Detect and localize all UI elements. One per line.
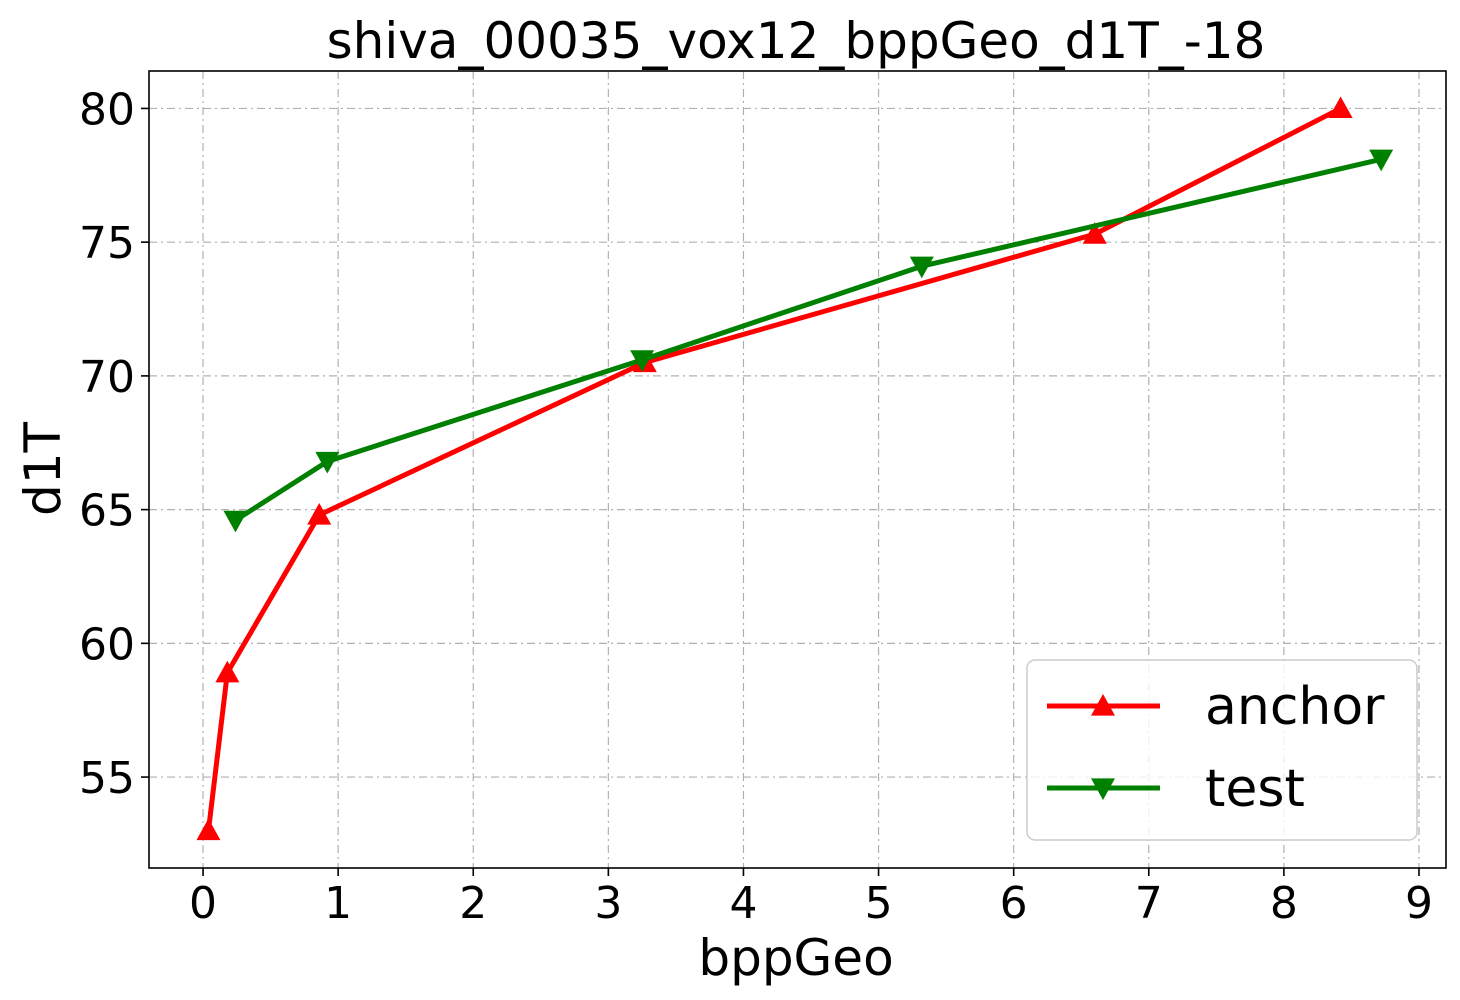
x-tick-label: 2 [459,878,487,929]
x-tick-label: 7 [1135,878,1163,929]
x-axis-label: bppGeo [698,929,893,987]
y-axis-label: d1T [14,421,72,516]
x-tick-label: 8 [1270,878,1298,929]
legend-swatch-marker [1091,778,1115,800]
x-tick-label: 9 [1405,878,1433,929]
anchor-point [215,660,240,683]
test-point [909,256,934,279]
plot-frame [148,70,1447,869]
x-tick-label: 3 [594,878,622,929]
legend-label: test [1205,759,1305,819]
anchor-point [1328,96,1353,119]
x-tick-label: 5 [865,878,893,929]
test-point [223,510,248,533]
y-tick-label: 65 [79,486,135,537]
x-tick-label: 1 [324,878,352,929]
series-test [223,149,1394,533]
anchor-point [196,818,221,841]
x-tick-label: 6 [1000,878,1028,929]
test-point [1369,149,1394,172]
y-tick-label: 60 [79,619,135,670]
legend-swatch-marker [1091,694,1115,716]
test-point [630,350,655,372]
series-anchor [196,96,1353,841]
test-line [234,156,1382,523]
anchor-point [1082,222,1107,244]
legend-label: anchor [1205,677,1385,737]
x-tick-label: 0 [189,878,217,929]
x-tick-label: 4 [729,878,757,929]
legend-entry-anchor: anchor [1047,677,1385,737]
chart-title: shiva_00035_vox12_bppGeo_d1T_-18 [327,12,1266,70]
legend: anchor test [1026,659,1418,841]
grid [149,71,1446,868]
y-tick-label: 75 [79,218,135,269]
anchor-point [307,502,332,525]
anchor-line [205,106,1342,831]
test-point [315,451,340,474]
y-tick-label: 80 [79,84,135,135]
plot-series [196,96,1394,841]
axis-ticks: 0 1 2 3 4 5 6 7 8 9 55 60 65 70 75 80 [79,84,1433,929]
legend-entry-test: test [1047,759,1305,819]
y-tick-label: 55 [79,753,135,804]
y-tick-label: 70 [79,352,135,403]
